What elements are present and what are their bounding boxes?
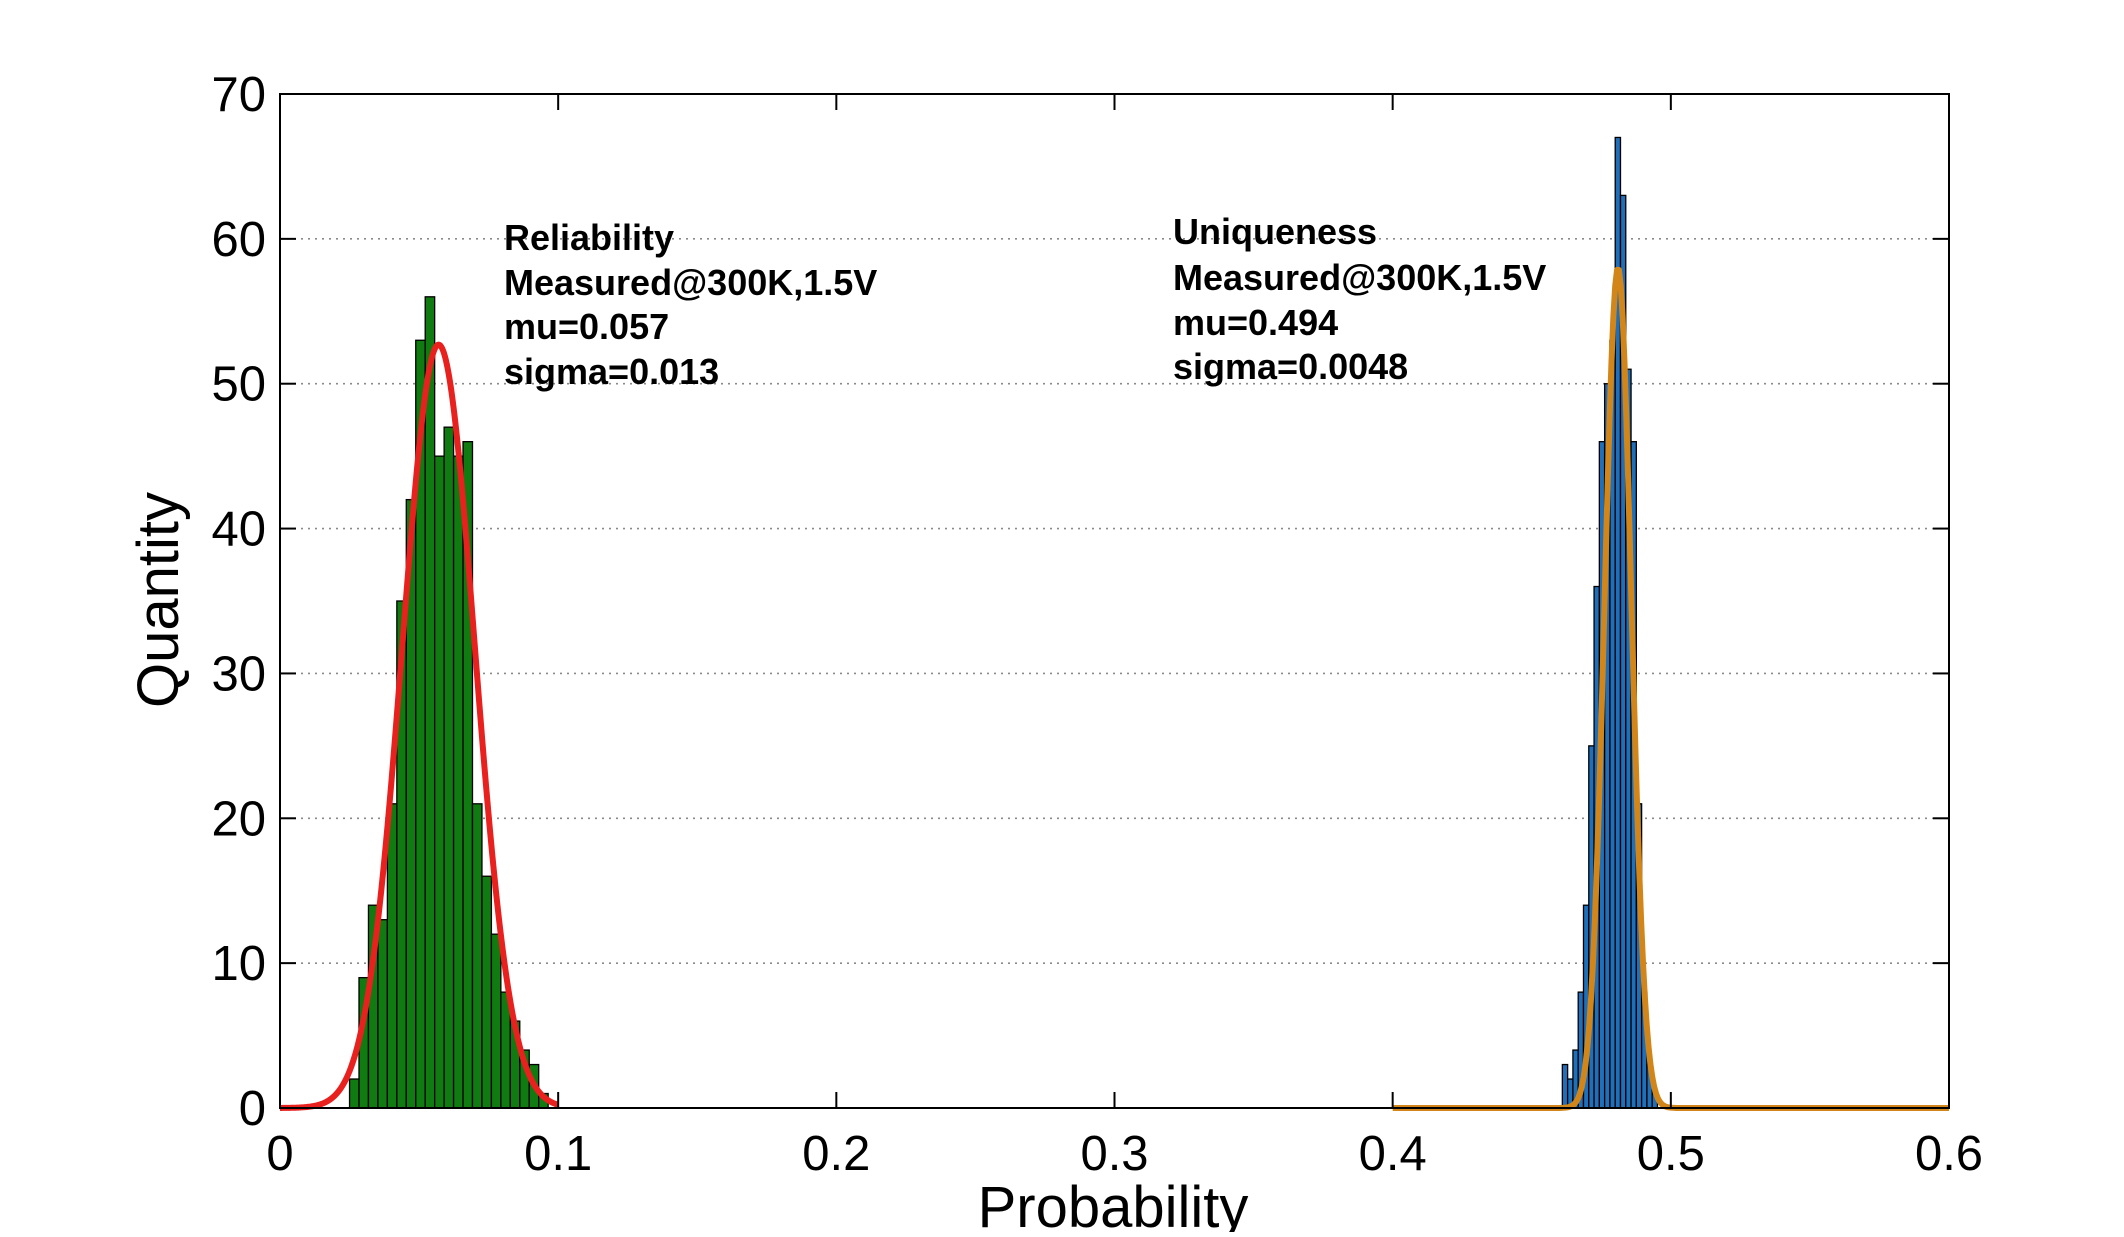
y-tick-label: 10 xyxy=(211,937,266,991)
x-tick-label: 0.3 xyxy=(1080,1127,1148,1181)
fit-curve-line xyxy=(277,341,561,1111)
histogram-bar xyxy=(443,426,455,1109)
y-tick-label: 30 xyxy=(211,647,266,701)
histogram-bar xyxy=(471,803,483,1109)
histogram-bar xyxy=(386,803,398,1109)
x-axis-title: Probability xyxy=(978,1175,1249,1232)
x-tick-label: 0.5 xyxy=(1637,1127,1705,1181)
annotation-uniqueness: Uniqueness Measured@300K,1.5V mu=0.494 s… xyxy=(1173,211,1546,387)
histogram-bar xyxy=(434,455,445,1109)
annotation-line: Measured@300K,1.5V xyxy=(504,262,877,303)
histogram-bar xyxy=(424,296,436,1109)
histogram-bar xyxy=(481,875,493,1109)
x-tick-label: 0.4 xyxy=(1359,1127,1427,1181)
annotation-reliability: Reliability Measured@300K,1.5V mu=0.057 … xyxy=(504,217,877,392)
x-tick-label: 0.6 xyxy=(1915,1127,1983,1181)
annotation-line: Uniqueness xyxy=(1173,211,1377,252)
histogram-bar xyxy=(452,455,464,1109)
x-tick-label: 0.2 xyxy=(802,1127,870,1181)
y-tick-label: 0 xyxy=(239,1082,266,1136)
axis-ticks xyxy=(279,93,1950,1109)
annotation-line: sigma=0.013 xyxy=(504,351,719,392)
y-axis-title: Quantity xyxy=(126,492,191,708)
y-tick-label: 50 xyxy=(211,358,266,412)
annotation-line: sigma=0.0048 xyxy=(1173,346,1408,387)
gridlines xyxy=(280,238,1949,964)
y-tick-label: 70 xyxy=(211,68,266,122)
annotation-line: mu=0.057 xyxy=(504,306,669,347)
y-tick-label: 20 xyxy=(211,792,266,846)
y-tick-label: 40 xyxy=(211,503,266,557)
annotation-line: Reliability xyxy=(504,217,674,258)
x-tick-label: 0.1 xyxy=(524,1127,592,1181)
histogram-bar xyxy=(377,919,389,1109)
y-tick-label: 60 xyxy=(211,213,266,267)
annotation-line: Measured@300K,1.5V xyxy=(1173,257,1546,298)
histogram-bar xyxy=(490,933,502,1109)
histogram-bar xyxy=(1561,1063,1569,1109)
x-tick-label: 0 xyxy=(266,1127,293,1181)
annotation-line: mu=0.494 xyxy=(1173,302,1338,343)
histogram-bar xyxy=(348,1078,360,1109)
tick-labels: 0 10 20 30 40 50 60 70 0 0.1 0.2 0.3 0.4 0.5 0.6 xyxy=(211,68,1983,1181)
